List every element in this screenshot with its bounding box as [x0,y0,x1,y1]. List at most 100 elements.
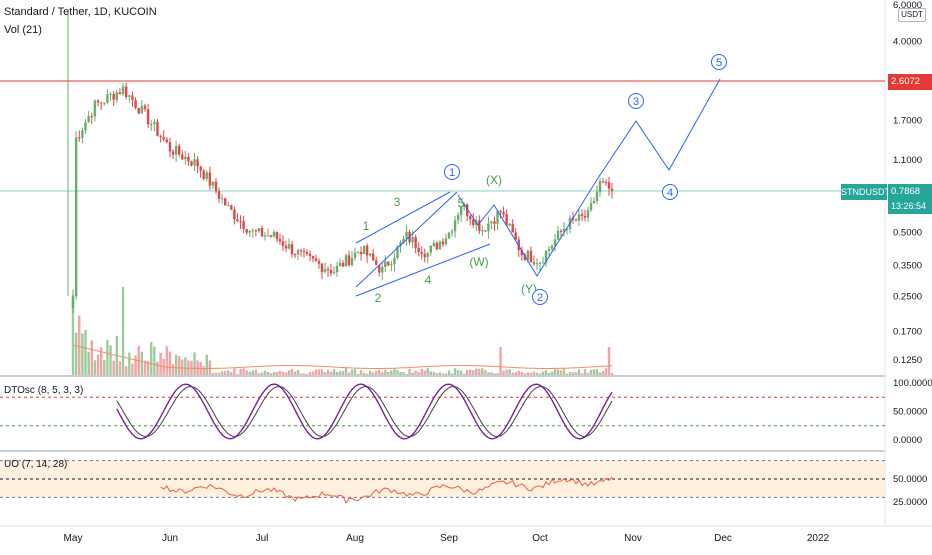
candle [296,250,300,255]
candle [137,107,140,114]
candle [230,205,233,210]
volume-bar [574,372,578,375]
volume-bar [426,368,429,375]
volume-bar [299,373,303,375]
volume-bar [435,373,439,375]
price-levels [0,80,885,192]
candle [84,122,87,131]
channel-top [355,191,451,244]
candle [417,247,420,253]
volume-bar [269,373,273,375]
volume-bar [128,352,131,375]
volume-bar [502,370,505,375]
candle [112,94,115,100]
candle [411,237,414,243]
dtosc-axis-tick: 0.0000 [893,435,922,446]
candle [426,252,429,258]
volume-bar [459,370,463,375]
candle [481,230,484,232]
candle [402,238,405,243]
candle [134,100,137,108]
time-axis-label: Nov [624,533,642,544]
candle [317,261,321,264]
volume-bar [505,369,508,375]
chart-title: Standard / Tether, 1D, KUCOIN [4,6,157,18]
symbol-tag: STNDUSDT [841,184,890,200]
projection-wave-label: 3 [633,96,639,108]
volume-bar [592,369,596,375]
candle [272,232,276,237]
volume-bar [532,371,536,375]
candle [205,172,208,179]
volume-bar [347,372,351,375]
corrective-wave-label: (X) [486,173,502,187]
candle [329,270,333,274]
candle [356,251,360,253]
volume-bar [281,371,285,375]
volume-bar [550,371,554,375]
candle [610,188,614,191]
candle [281,241,285,246]
candle [526,250,530,260]
volume-bar [411,372,414,375]
candle [523,254,527,260]
candle [199,166,202,171]
volume-bar [329,371,333,375]
volume-bar [456,370,460,375]
volume-bar [220,371,224,375]
candle [260,228,264,237]
countdown-tag: 13:26:54 [888,198,932,214]
volume-ma-line [72,344,613,369]
volume-bar [368,370,372,375]
candle [598,181,602,192]
impulse-wave-label: 5 [458,196,465,210]
candle [314,258,318,262]
candle [159,135,162,137]
volume-bar [214,372,218,375]
candle [589,203,593,211]
volume-bar [414,370,417,375]
dtosc-slow-line [116,385,613,438]
volume-bar [251,370,254,375]
candle [184,156,187,160]
volume-bar [143,360,147,375]
projection-wave-label: 1 [449,167,455,179]
volume-bar [447,370,451,375]
candle [541,262,545,264]
currency-badge[interactable]: USDT [898,8,926,22]
volume-bar [553,369,557,375]
candle [254,230,258,232]
volume-bar [156,361,159,375]
uo-band [0,460,885,498]
volume-bar [538,373,542,375]
volume-bar [103,360,106,375]
candle [131,95,134,101]
volume-bar [308,372,312,375]
candle [505,214,508,226]
volume-bar [121,287,125,375]
volume-bar [375,371,378,375]
candle [586,210,590,218]
candle [165,139,169,143]
candle [532,262,536,264]
volume-bar [227,370,230,375]
volume-bar [165,346,169,375]
volume-bar [405,373,408,375]
projection-wave-circle [628,93,644,109]
volume-bar [187,360,190,375]
volume-bar [511,372,514,375]
impulse-wave-label: 2 [375,291,382,305]
projection-wave-circle [532,289,548,305]
candle [514,232,517,240]
candle [435,242,439,250]
uo-axis-tick: 50.0000 [893,474,927,485]
volume-bar [393,368,396,375]
candle [78,137,81,139]
volume-bar [387,372,390,375]
candle [583,215,587,218]
candle [335,265,339,273]
volume-bar [314,369,318,375]
volume-bar [493,373,496,375]
